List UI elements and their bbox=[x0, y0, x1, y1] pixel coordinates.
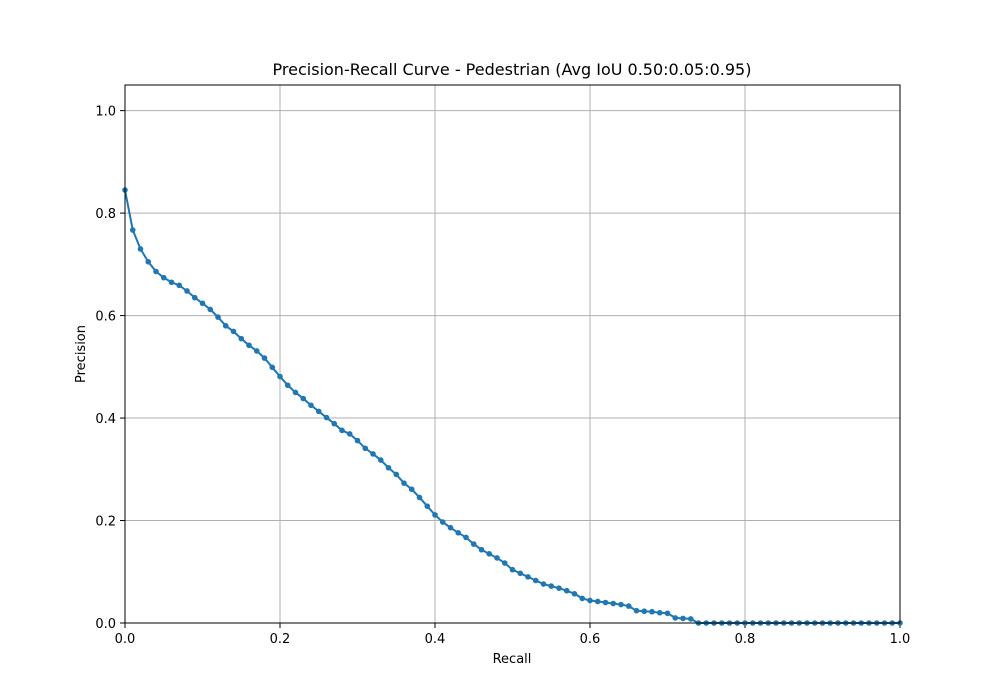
data-point bbox=[362, 445, 369, 452]
data-point bbox=[486, 551, 493, 557]
y-tick-label: 1.0 bbox=[95, 105, 116, 120]
data-point bbox=[532, 577, 539, 584]
data-point bbox=[455, 530, 462, 536]
data-point bbox=[176, 282, 183, 289]
data-point bbox=[168, 279, 175, 286]
data-point bbox=[253, 348, 260, 354]
data-point bbox=[509, 566, 516, 573]
data-point bbox=[129, 227, 136, 233]
y-axis-ticks: 0.0 0.2 0.4 0.6 0.8 1.0 bbox=[95, 105, 125, 632]
x-tick-label: 0.2 bbox=[270, 632, 291, 647]
data-point bbox=[424, 503, 431, 509]
data-point bbox=[331, 420, 338, 427]
data-point bbox=[346, 431, 353, 437]
data-point bbox=[556, 585, 562, 591]
data-point bbox=[641, 608, 648, 615]
data-point bbox=[618, 601, 624, 608]
data-point bbox=[230, 328, 237, 335]
x-tick-label: 0.0 bbox=[115, 632, 136, 647]
data-point bbox=[308, 402, 314, 409]
x-tick-label: 0.6 bbox=[580, 632, 601, 647]
y-tick-label: 0.6 bbox=[95, 310, 116, 325]
data-point bbox=[246, 342, 252, 349]
x-tick-label: 0.4 bbox=[425, 632, 446, 647]
data-point bbox=[393, 471, 400, 478]
y-axis-label: Precision bbox=[74, 325, 89, 383]
data-point bbox=[401, 480, 407, 486]
x-tick-label: 0.8 bbox=[735, 632, 756, 647]
data-point bbox=[432, 512, 438, 518]
data-point bbox=[439, 519, 446, 525]
x-axis-label: Recall bbox=[493, 652, 532, 667]
data-point bbox=[184, 288, 190, 294]
data-point bbox=[594, 598, 601, 605]
data-point bbox=[548, 583, 555, 589]
data-point bbox=[238, 335, 245, 342]
data-point bbox=[292, 389, 299, 396]
data-point bbox=[602, 599, 609, 606]
data-point bbox=[579, 595, 586, 602]
data-point bbox=[354, 437, 361, 444]
y-tick-label: 0.8 bbox=[95, 207, 116, 222]
data-point bbox=[300, 395, 307, 402]
data-point bbox=[571, 590, 578, 597]
data-point bbox=[680, 615, 686, 622]
x-tick-label: 1.0 bbox=[890, 632, 911, 647]
data-point bbox=[416, 494, 423, 501]
data-point bbox=[525, 574, 531, 580]
data-point bbox=[563, 587, 570, 594]
data-point bbox=[323, 414, 330, 421]
data-point bbox=[625, 603, 632, 609]
data-point bbox=[656, 609, 663, 616]
data-point bbox=[377, 457, 384, 463]
data-point bbox=[540, 581, 547, 587]
data-point bbox=[610, 600, 617, 607]
data-point bbox=[463, 534, 469, 541]
data-point bbox=[191, 294, 198, 301]
data-point bbox=[664, 610, 671, 617]
data-point bbox=[517, 570, 524, 577]
data-point bbox=[408, 486, 415, 493]
y-tick-label: 0.2 bbox=[95, 515, 116, 530]
data-point bbox=[672, 615, 679, 621]
data-point bbox=[284, 382, 291, 389]
data-point bbox=[215, 314, 221, 320]
data-point bbox=[370, 451, 376, 457]
data-point bbox=[649, 608, 655, 615]
data-point bbox=[207, 306, 214, 313]
data-point bbox=[199, 300, 206, 307]
data-point bbox=[339, 427, 345, 434]
data-point bbox=[494, 555, 500, 561]
data-point bbox=[385, 464, 392, 471]
y-tick-label: 0.0 bbox=[95, 617, 116, 632]
data-point bbox=[470, 541, 477, 547]
data-point bbox=[315, 408, 322, 415]
data-point bbox=[587, 597, 593, 604]
data-point bbox=[478, 546, 485, 553]
data-point bbox=[153, 268, 159, 275]
data-point bbox=[277, 373, 283, 380]
data-point bbox=[145, 258, 152, 265]
data-point bbox=[501, 560, 508, 566]
data-point bbox=[160, 274, 167, 281]
data-point bbox=[447, 524, 454, 531]
chart-title: Precision-Recall Curve - Pedestrian (Avg… bbox=[273, 60, 752, 79]
data-point bbox=[633, 607, 640, 614]
y-tick-label: 0.4 bbox=[95, 412, 116, 427]
data-point bbox=[222, 323, 229, 329]
plot-frame bbox=[124, 84, 901, 624]
data-point bbox=[137, 246, 144, 252]
data-point bbox=[261, 355, 268, 361]
data-point bbox=[687, 616, 694, 622]
data-point bbox=[269, 364, 276, 371]
